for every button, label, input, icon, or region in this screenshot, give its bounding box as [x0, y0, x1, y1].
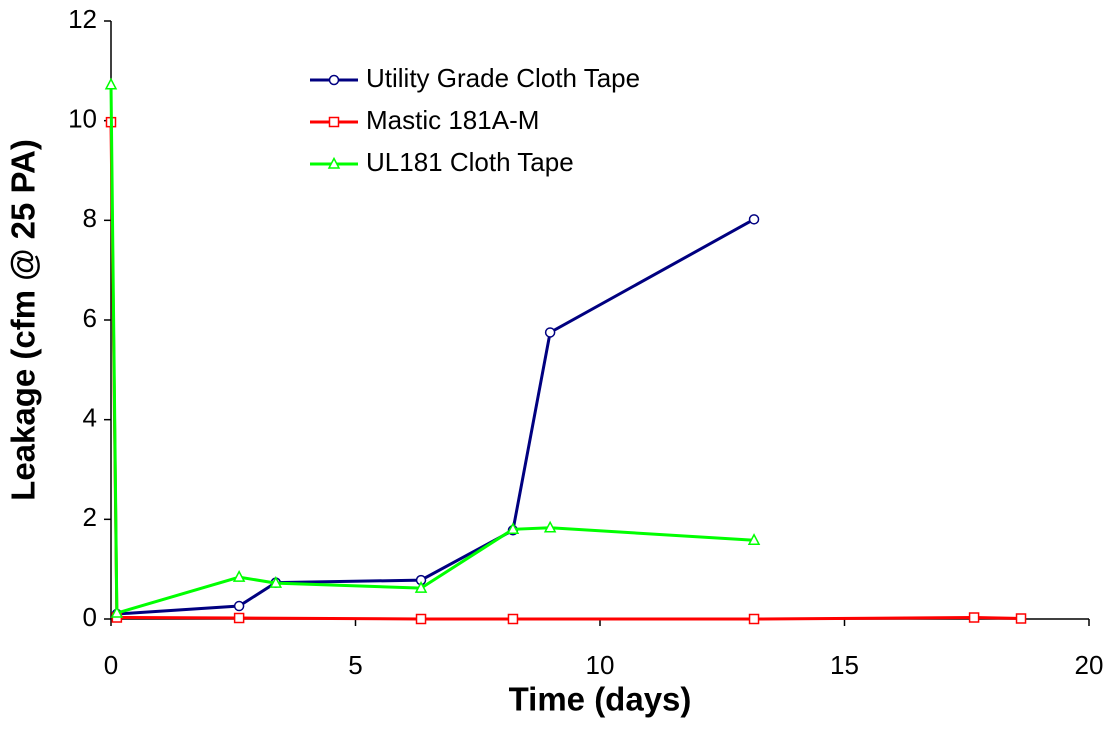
x-tick-label: 20: [1075, 650, 1104, 680]
legend-marker: [328, 74, 340, 86]
y-tick-label: 10: [68, 104, 97, 134]
data-point: [110, 605, 124, 618]
series-line: [116, 218, 755, 616]
legend-label: UL181 Cloth Tape: [366, 147, 574, 177]
x-tick-label: 5: [348, 650, 362, 680]
legend-marker: [328, 116, 340, 128]
data-point: [543, 520, 557, 533]
data-point: [269, 576, 283, 588]
data-point: [506, 522, 520, 535]
x-axis-label: Time (days): [509, 681, 692, 718]
y-tick-label: 4: [83, 403, 97, 433]
series-line: [109, 122, 1022, 621]
y-tick-label: 0: [83, 602, 97, 632]
data-point: [1015, 613, 1027, 624]
y-axis-label: Leakage (cfm @ 25 PA): [5, 139, 42, 501]
data-point: [232, 570, 246, 582]
y-tick-label: 6: [83, 303, 97, 333]
data-point: [233, 612, 245, 624]
data-point: [544, 327, 556, 338]
data-point: [415, 613, 427, 625]
data-point: [968, 612, 980, 623]
series-line: [109, 84, 755, 616]
data-point: [748, 613, 760, 625]
legend-marker: [327, 156, 341, 169]
y-tick-label: 12: [68, 4, 97, 34]
y-tick-label: 2: [83, 502, 97, 532]
x-tick-label: 0: [104, 650, 118, 680]
y-tick-label: 8: [83, 203, 97, 233]
data-point: [233, 600, 245, 612]
data-point: [748, 214, 760, 225]
legend-label: Mastic 181A-M: [366, 105, 539, 135]
x-tick-label: 10: [586, 650, 615, 680]
legend-label: Utility Grade Cloth Tape: [366, 63, 640, 93]
x-tick-label: 15: [830, 650, 859, 680]
data-point: [104, 77, 118, 90]
data-point: [747, 533, 761, 546]
data-point: [414, 580, 428, 593]
data-point: [507, 613, 519, 625]
